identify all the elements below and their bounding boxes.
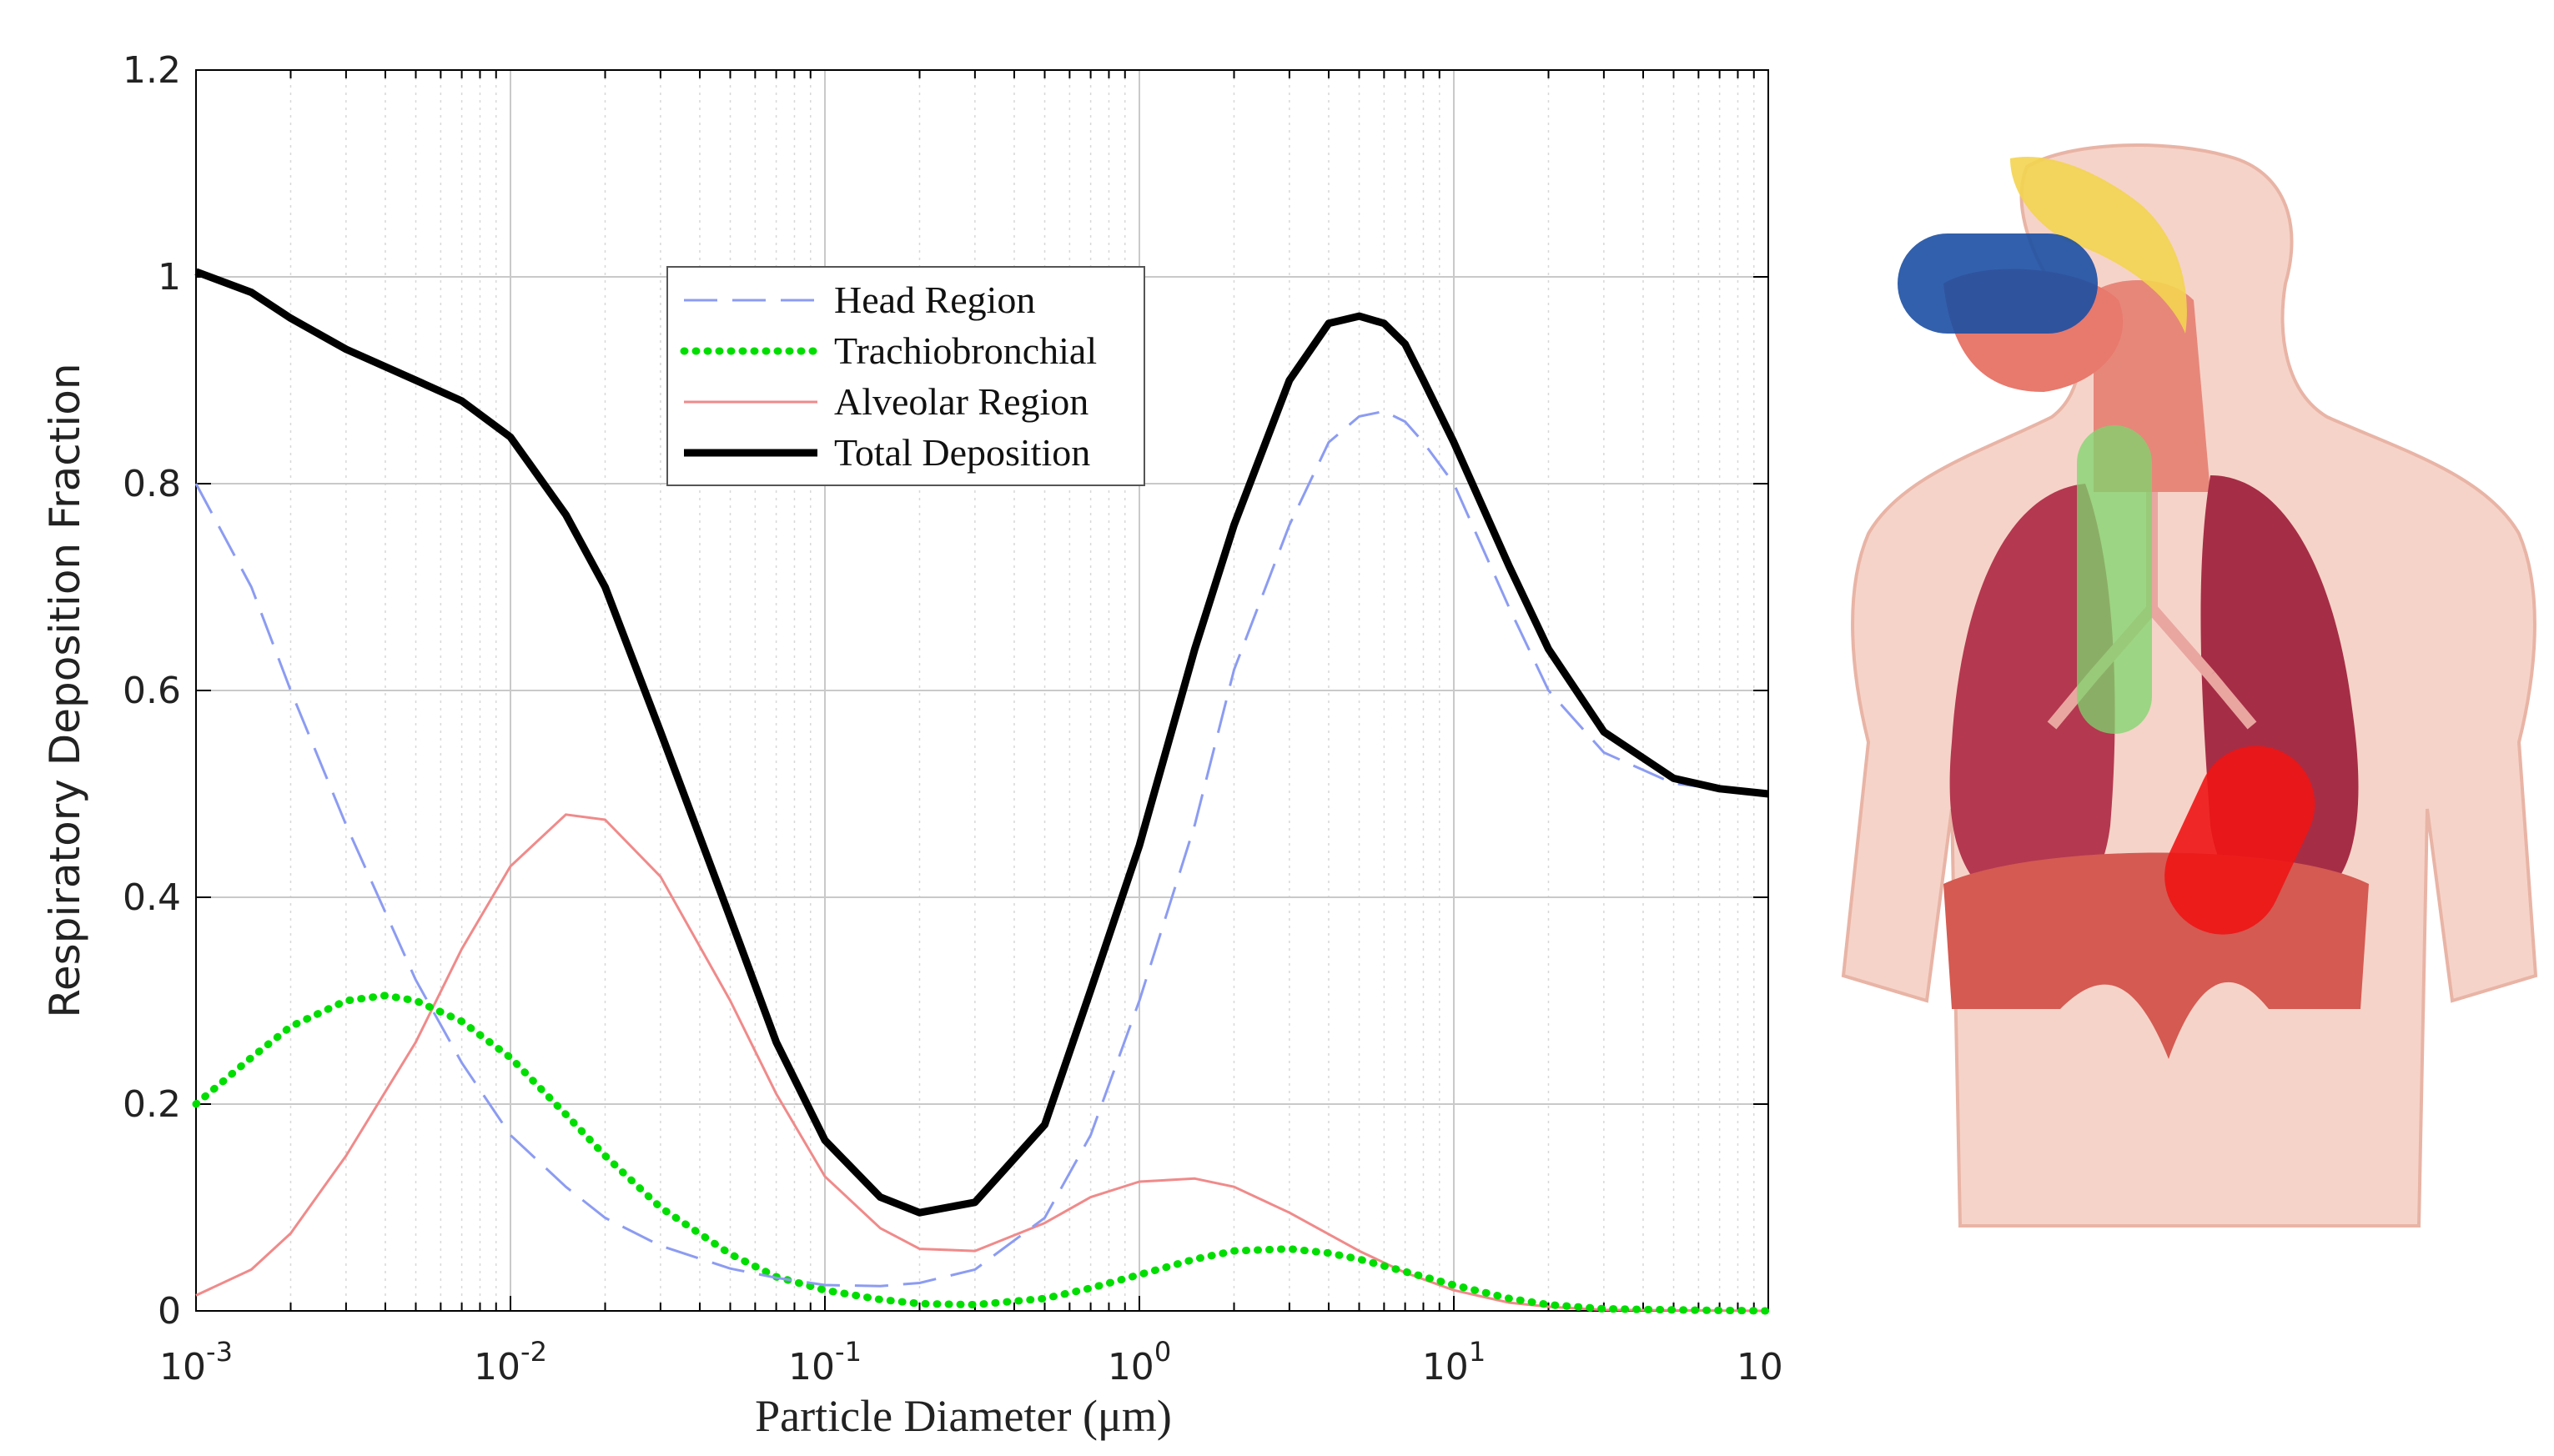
x-tick-label: 102 — [1737, 1336, 1785, 1388]
x-axis-title: Particle Diameter (μm) — [755, 1391, 1172, 1441]
alveolar-region-highlight — [2164, 746, 2315, 935]
head-region-highlight — [1898, 233, 2098, 334]
trachiobronchial-highlight — [2077, 425, 2152, 734]
right-lung — [1949, 484, 2115, 911]
series-line-total-deposition — [194, 268, 1769, 1217]
legend-label-total-deposition: Total Deposition — [834, 431, 1090, 474]
respiratory-anatomy-illustration — [1841, 143, 2538, 1228]
x-tick-label: 101 — [1422, 1336, 1486, 1388]
x-tick-label: 10-1 — [788, 1336, 862, 1388]
y-axis-title: Respiratory Deposition Fraction — [41, 363, 89, 1017]
y-tick-label: 0 — [158, 1290, 181, 1333]
x-tick-label: 10-2 — [474, 1336, 547, 1388]
series-line-trachiobronchial — [192, 992, 1772, 1315]
x-tick-label: 100 — [1108, 1336, 1171, 1388]
x-tick-label: 10-3 — [159, 1336, 233, 1388]
legend-box — [666, 266, 1145, 486]
y-tick-label: 1.2 — [123, 49, 181, 92]
legend-label-alveolar-region: Alveolar Region — [834, 380, 1088, 423]
legend-label-head-region: Head Region — [834, 279, 1035, 321]
y-tick-labels: 0 0.2 0.4 0.6 0.8 1 1.2 — [123, 49, 181, 1333]
axis-ticks — [195, 69, 1769, 1312]
x-tick-labels: 10-3 10-2 10-1 100 101 102 — [159, 1336, 1785, 1388]
y-tick-label: 0.4 — [123, 876, 181, 919]
y-tick-label: 0.2 — [123, 1083, 181, 1126]
y-tick-label: 0.6 — [123, 670, 181, 712]
grid-major — [195, 69, 1769, 1312]
series-line-head-region — [194, 409, 1769, 1288]
legend: Head Region Trachiobronchial Alveolar Re… — [666, 266, 1145, 486]
legend-label-trachiobronchial: Trachiobronchial — [834, 329, 1097, 372]
series-line-alveolar-region — [195, 813, 1769, 1313]
y-tick-label: 1 — [158, 256, 181, 299]
series-layer — [192, 268, 1772, 1315]
y-tick-label: 0.8 — [123, 463, 181, 505]
sinus-bones — [2010, 157, 2187, 334]
deposition-chart: 00.20.40.60.811.2 10-310-210-1100101102 … — [41, 49, 1785, 1441]
